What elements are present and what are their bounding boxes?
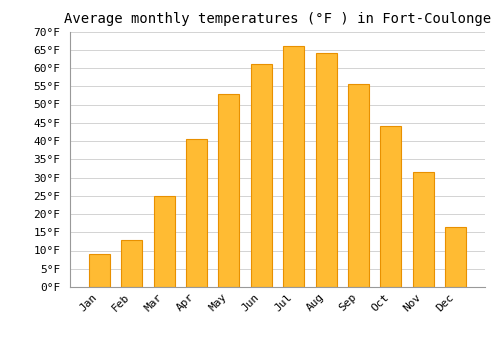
Bar bbox=[154, 196, 174, 287]
Bar bbox=[186, 139, 207, 287]
Bar bbox=[89, 254, 110, 287]
Bar bbox=[251, 64, 272, 287]
Title: Average monthly temperatures (°F ) in Fort-Coulonge: Average monthly temperatures (°F ) in Fo… bbox=[64, 12, 491, 26]
Bar bbox=[316, 54, 336, 287]
Bar bbox=[283, 46, 304, 287]
Bar bbox=[380, 126, 402, 287]
Bar bbox=[348, 84, 369, 287]
Bar bbox=[218, 93, 240, 287]
Bar bbox=[121, 239, 142, 287]
Bar bbox=[412, 172, 434, 287]
Bar bbox=[445, 227, 466, 287]
